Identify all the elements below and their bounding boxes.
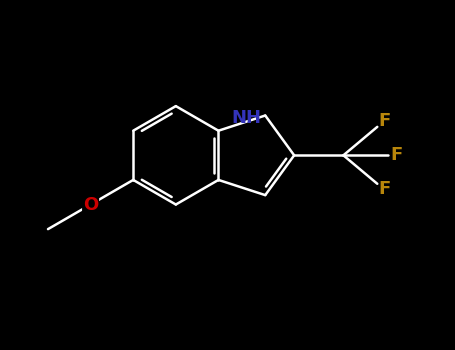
Text: F: F <box>390 146 403 164</box>
Text: NH: NH <box>231 109 261 127</box>
Text: O: O <box>83 196 98 213</box>
Text: F: F <box>378 181 390 198</box>
Text: F: F <box>378 112 390 130</box>
